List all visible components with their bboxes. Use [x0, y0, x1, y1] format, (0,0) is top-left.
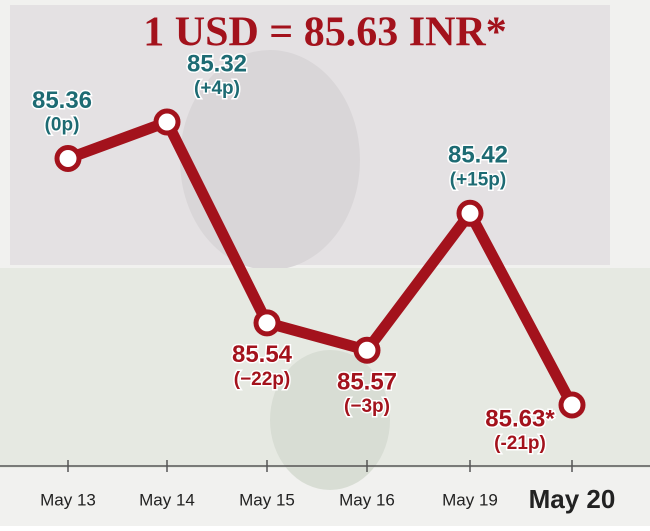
change-label: (-21p) — [494, 433, 546, 454]
x-tick-label: May 14 — [139, 490, 195, 509]
point — [253, 309, 281, 337]
value-label: 85.32 — [187, 50, 247, 77]
point — [456, 199, 484, 227]
change-label: (0p) — [45, 115, 80, 136]
change-label: (+4p) — [194, 78, 240, 99]
x-tick-label: May 15 — [239, 490, 295, 509]
change-label: (−22p) — [234, 369, 291, 390]
x-tick-label: May 13 — [40, 490, 96, 509]
point — [153, 108, 181, 136]
value-label: 85.57 — [337, 369, 397, 396]
x-tick-label: May 20 — [529, 484, 616, 514]
change-label: (−3p) — [344, 396, 390, 417]
portrait — [180, 50, 360, 270]
value-label: 85.42 — [448, 142, 508, 169]
chart-title: 1 USD = 85.63 INR* — [143, 10, 506, 56]
dollar-portrait — [270, 350, 390, 490]
point — [558, 391, 586, 419]
point — [54, 145, 82, 173]
value-label: 85.63* — [485, 405, 555, 432]
point — [353, 336, 381, 364]
x-tick-label: May 19 — [442, 490, 498, 509]
value-label: 85.36 — [32, 87, 92, 114]
line — [66, 116, 577, 408]
x-tick-label: May 16 — [339, 490, 395, 509]
value-label: 85.54 — [232, 341, 293, 368]
change-label: (+15p) — [450, 169, 507, 190]
